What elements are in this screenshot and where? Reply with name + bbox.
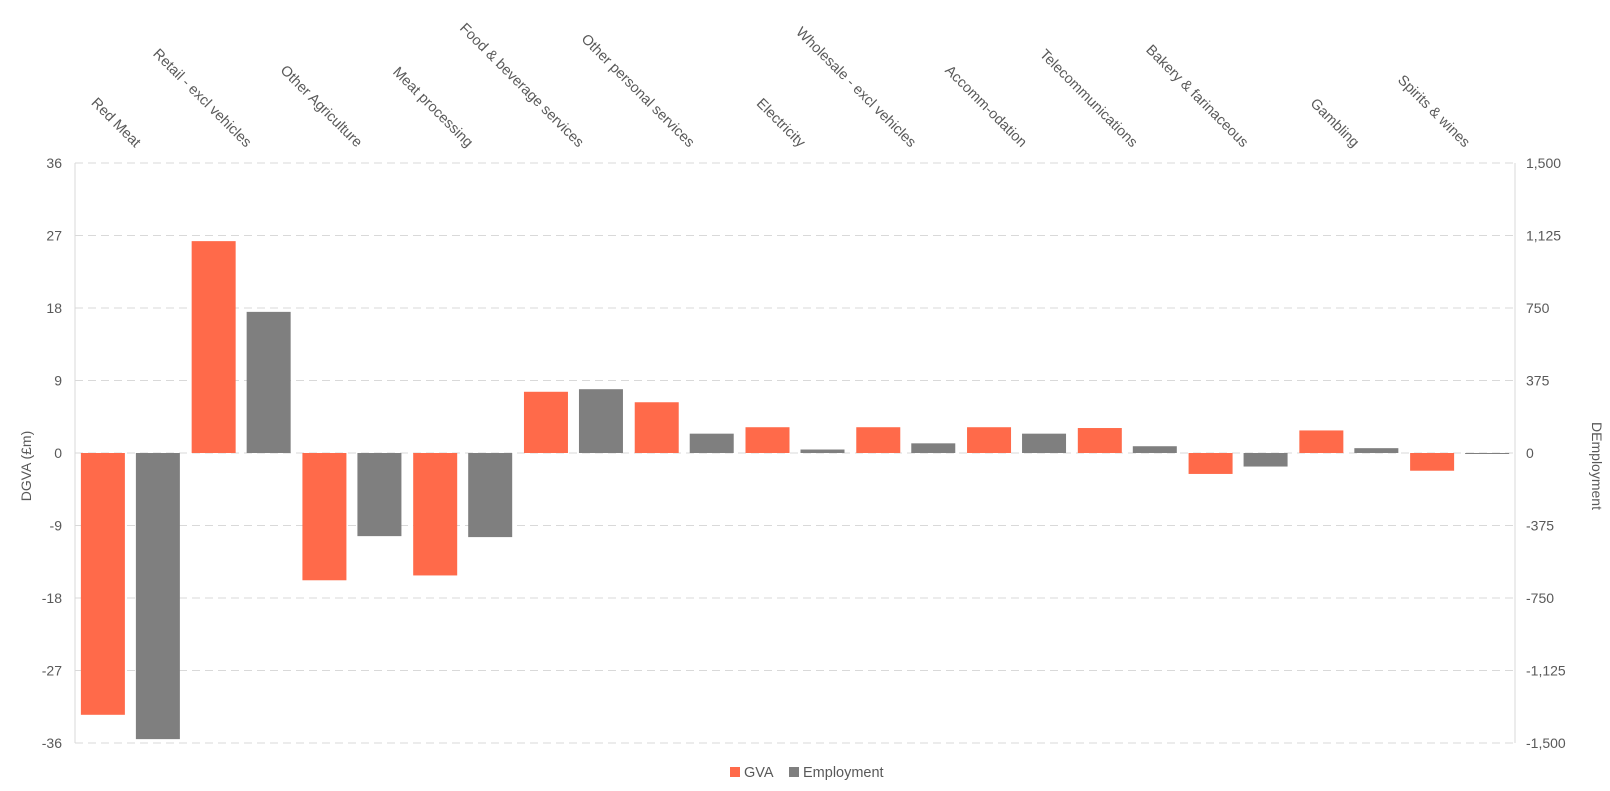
y2-tick-label: -375 (1526, 518, 1554, 534)
category-label: Accomm-odation (941, 63, 1029, 151)
bar-employment (689, 433, 734, 453)
bar-gva (634, 402, 679, 453)
bar-employment (1465, 453, 1510, 454)
bar-gva (967, 427, 1012, 453)
y2-tick-label: -1,500 (1526, 735, 1566, 751)
bar-gva (1188, 453, 1233, 474)
category-label: Other Agriculture (277, 63, 365, 151)
bar-employment (1243, 453, 1288, 467)
category-label: Other personal services (578, 31, 698, 151)
legend-label-employment: Employment (803, 765, 884, 781)
category-labels: Red Meat Retail - excl vehicles Other Agri… (88, 20, 1473, 151)
bar-employment (468, 453, 513, 538)
bar-gva (1410, 453, 1455, 471)
bar-gva (191, 241, 236, 453)
y-tick-label: -27 (42, 663, 62, 679)
bar-employment (357, 453, 402, 537)
category-label: Meat processing (389, 64, 476, 151)
bar-employment (246, 311, 291, 453)
bar-gva (745, 427, 790, 453)
y2-tick-label: 375 (1526, 373, 1550, 389)
bar-gva (856, 427, 901, 453)
y2-tick-label: 0 (1526, 445, 1534, 461)
y2-tick-label: -1,125 (1526, 663, 1566, 679)
category-label: Bakery & farinaceous (1142, 42, 1251, 151)
legend-swatch-gva (730, 767, 740, 777)
y2-tick-label: 750 (1526, 300, 1550, 316)
y-tick-label: -9 (50, 518, 63, 534)
legend: GVA Employment (730, 765, 884, 781)
bar-employment (135, 453, 180, 740)
gridlines (75, 162, 1515, 744)
bar-gva (523, 391, 568, 453)
y-tick-label: 27 (46, 228, 62, 244)
y-tick-label: 18 (46, 300, 62, 316)
bar-employment (1022, 433, 1067, 453)
y2-tick-label: 1,500 (1526, 155, 1561, 171)
bar-employment (800, 449, 845, 453)
bar-gva (413, 453, 458, 576)
category-label: Retail - excl vehicles (149, 46, 254, 151)
category-label: Food & beverage services (456, 20, 586, 150)
y-tick-label: -36 (42, 735, 62, 751)
y-tick-label: 9 (54, 373, 62, 389)
bar-gva (1299, 430, 1344, 453)
y-tick-label: 0 (54, 445, 62, 461)
y2-tick-label: 1,125 (1526, 228, 1561, 244)
bars (80, 241, 1510, 740)
category-label: Electricity (753, 96, 809, 152)
category-label: Gambling (1307, 96, 1362, 151)
category-label: Telecommunications (1036, 47, 1140, 151)
category-label: Wholesale - excl vehicles (792, 24, 918, 150)
legend-swatch-employment (789, 767, 799, 777)
y-axis-title: DGVA (£m) (18, 431, 34, 502)
legend-label-gva: GVA (744, 765, 774, 781)
bar-gva (80, 453, 125, 715)
y-tick-label: 36 (46, 155, 62, 171)
bar-employment (578, 389, 623, 453)
y2-axis-title: DEmployment (1589, 422, 1605, 510)
bar-employment (911, 443, 956, 453)
y-tick-label: -18 (42, 590, 62, 606)
axes: 36 1,500 27 1,125 18 750 9 375 0 0 -9 -375 -18 -750 -2… (42, 155, 1566, 751)
category-label: Spirits & wines (1394, 72, 1473, 151)
bar-employment (1132, 446, 1177, 453)
bar-gva (302, 453, 347, 581)
y2-tick-label: -750 (1526, 590, 1554, 606)
bar-employment (1354, 448, 1399, 453)
category-label: Red Meat (88, 95, 144, 151)
bar-gva (1077, 428, 1122, 453)
